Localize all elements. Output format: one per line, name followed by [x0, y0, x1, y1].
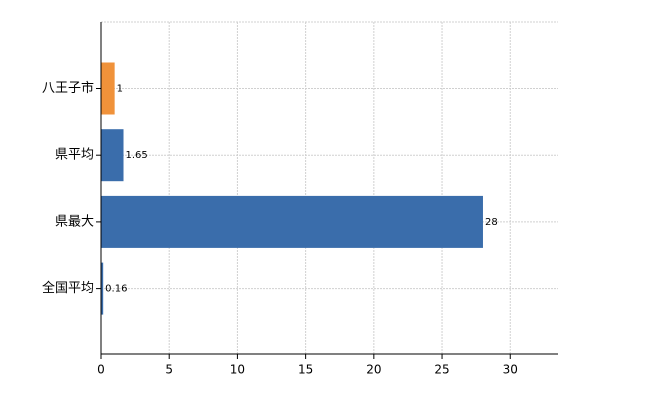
bar [101, 129, 124, 182]
value-label: 1 [117, 84, 123, 95]
x-tick-label: 20 [366, 363, 381, 377]
y-tick-label: 県最大 [55, 214, 94, 229]
x-tick-label: 15 [298, 363, 313, 377]
x-tick-label: 30 [503, 363, 518, 377]
y-tick-label: 県平均 [55, 148, 94, 163]
y-tick-label: 全国平均 [42, 280, 94, 296]
bar [101, 195, 483, 248]
value-label: 28 [485, 217, 498, 228]
x-tick-label: 25 [434, 363, 449, 377]
x-tick-label: 0 [97, 363, 105, 377]
x-tick-label: 5 [165, 363, 173, 377]
y-tick-label: 八王子市 [42, 80, 94, 96]
x-tick-label: 10 [230, 363, 245, 377]
value-label: 0.16 [105, 284, 127, 295]
bar [101, 62, 115, 115]
value-label: 1.65 [126, 150, 148, 161]
bar [101, 262, 104, 315]
